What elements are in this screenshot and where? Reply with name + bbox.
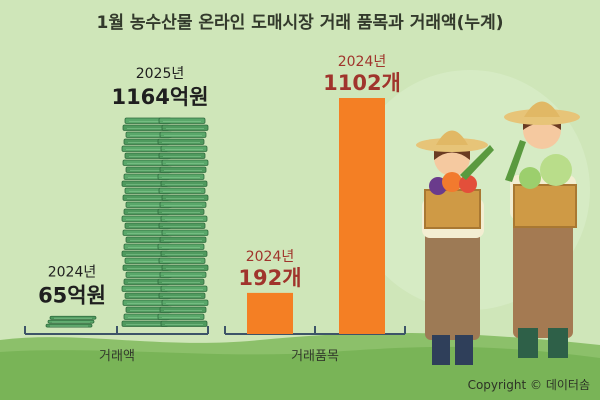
- chart-title: 1월 농수산물 온라인 도매시장 거래 품목과 거래액(누계): [96, 13, 504, 33]
- trade-amount-category-label: 2024년: [48, 264, 97, 280]
- trade-items-data-label: 192개: [238, 266, 301, 290]
- trade-amount-chart: 거래액 2024년 65억원 2025년 1164억원: [24, 66, 209, 364]
- trade-items-category-label: 2024년: [246, 249, 295, 265]
- trade-amount-bar: [121, 117, 209, 327]
- trade-items-data-label: 1102개: [323, 71, 401, 95]
- trade-items-xlabel: 거래품목: [291, 349, 339, 364]
- trade-items-bar: [339, 98, 385, 334]
- trade-items-category-label: 2024년: [338, 54, 387, 70]
- trade-items-bar: [247, 292, 293, 334]
- trade-amount-xlabel: 거래액: [99, 349, 135, 364]
- trade-amount-data-label: 65억원: [38, 283, 106, 307]
- farmer-right: [504, 101, 580, 358]
- copyright-credit: Copyright © 데이터솜: [467, 378, 590, 392]
- trade-amount-bar: [45, 315, 97, 328]
- trade-amount-category-label: 2025년: [136, 66, 185, 82]
- farmers-illustration: [416, 101, 580, 365]
- farmer-left: [416, 130, 494, 365]
- trade-amount-data-label: 1164억원: [111, 85, 208, 109]
